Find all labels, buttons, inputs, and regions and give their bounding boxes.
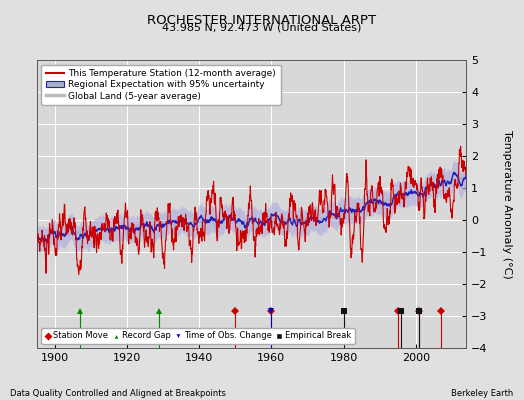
Text: Data Quality Controlled and Aligned at Breakpoints: Data Quality Controlled and Aligned at B…	[10, 389, 226, 398]
Text: Berkeley Earth: Berkeley Earth	[451, 389, 514, 398]
Text: 43.985 N, 92.473 W (United States): 43.985 N, 92.473 W (United States)	[162, 22, 362, 32]
Legend: Station Move, Record Gap, Time of Obs. Change, Empirical Break: Station Move, Record Gap, Time of Obs. C…	[41, 328, 355, 344]
Text: ROCHESTER INTERNATIONAL ARPT: ROCHESTER INTERNATIONAL ARPT	[147, 14, 377, 27]
Y-axis label: Temperature Anomaly (°C): Temperature Anomaly (°C)	[501, 130, 511, 278]
